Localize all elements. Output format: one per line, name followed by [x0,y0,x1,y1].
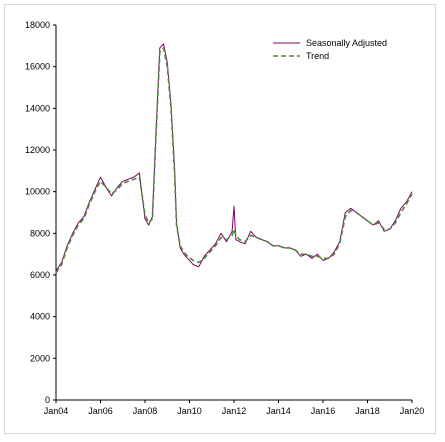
x-tick-label: Jan12 [222,406,247,416]
series-line-trend [55,47,413,274]
y-tick-label: 18000 [25,20,50,30]
y-tick-label: 6000 [30,270,50,280]
legend: Seasonally Adjusted Trend [273,38,387,61]
y-tick-label: 8000 [30,228,50,238]
legend-label-trend: Trend [306,51,329,61]
y-tick-label: 4000 [30,312,50,322]
y-tick-label: 14000 [25,103,50,113]
x-tick-label: Jan20 [400,406,425,416]
y-tick-label: 2000 [30,353,50,363]
x-tick-label: Jan10 [177,406,202,416]
legend-label-seasonally-adjusted: Seasonally Adjusted [306,38,387,48]
x-tick-label: Jan16 [311,406,336,416]
series-line-seasonally-adjusted [55,43,413,272]
x-tick-label: Jan14 [266,406,291,416]
y-tick-label: 10000 [25,187,50,197]
x-tick-label: Jan04 [44,406,69,416]
series-layer [55,43,413,274]
y-tick-label: 16000 [25,62,50,72]
axes: 0 2000 4000 6000 8000 10000 12000 14000 16000 180… [25,20,424,416]
x-tick-label: Jan08 [133,406,158,416]
y-tick-label: 0 [45,395,50,405]
x-tick-label: Jan18 [355,406,380,416]
x-tick-label: Jan06 [88,406,113,416]
chart-frame [4,4,436,434]
y-tick-label: 12000 [25,145,50,155]
